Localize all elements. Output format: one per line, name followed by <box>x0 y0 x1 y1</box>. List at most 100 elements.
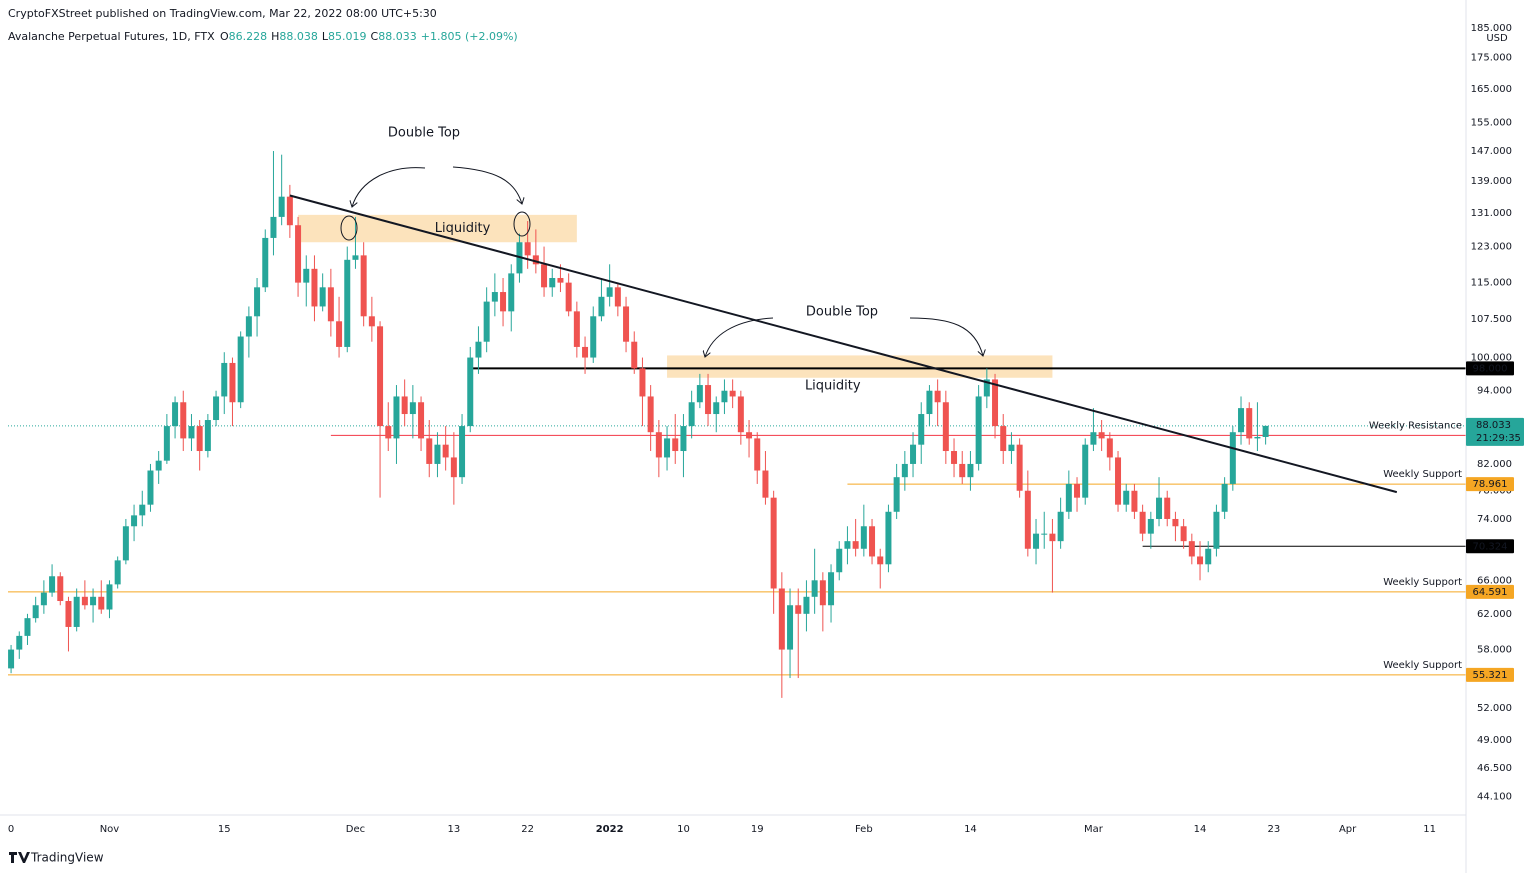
candle-body <box>910 444 917 464</box>
ohlc-value: 88.033 <box>378 30 417 43</box>
level-note: Weekly Support <box>1383 469 1462 480</box>
candle-body <box>147 470 154 505</box>
candle-body <box>229 362 236 403</box>
candle-body <box>696 385 703 403</box>
candle-body <box>1115 457 1122 505</box>
candle-body <box>754 438 761 471</box>
y-tick-label: 52.000 <box>1477 703 1512 714</box>
candle-body <box>1131 490 1138 512</box>
ohlc-value: 86.228 <box>229 30 268 43</box>
candle-body <box>106 584 113 610</box>
candle-body <box>180 402 187 439</box>
level-note: Weekly Resistance <box>1369 420 1462 431</box>
price-tag <box>1466 477 1514 492</box>
candle-body <box>1090 432 1097 445</box>
x-tick-label: 10 <box>677 824 690 835</box>
currency: USD <box>1486 33 1508 44</box>
y-tick-label: 74.000 <box>1477 514 1512 525</box>
candle-body <box>746 432 753 439</box>
candle-body <box>401 396 408 415</box>
price-tag-label: 70.324 <box>1473 541 1508 552</box>
candle-body <box>65 601 72 627</box>
ohlc-key: L <box>322 30 329 43</box>
candle-body <box>721 390 728 403</box>
x-tick-label: 22 <box>521 824 534 835</box>
candle-body <box>1180 526 1187 542</box>
candle-body <box>1205 548 1212 565</box>
price-tag <box>1466 667 1514 682</box>
candle-body <box>442 444 449 458</box>
candle-body <box>573 311 580 347</box>
level-note: Weekly Support <box>1383 577 1462 588</box>
candle-body <box>1074 483 1081 498</box>
candle-body <box>57 576 64 602</box>
y-tick-label: 147.000 <box>1471 146 1512 157</box>
candle-body <box>623 306 630 342</box>
candle-body <box>975 396 982 464</box>
y-tick-label: 175.000 <box>1471 53 1512 64</box>
x-tick-label: Dec <box>346 824 365 835</box>
candle-body <box>918 414 925 445</box>
candle-body <box>262 237 269 288</box>
price-tag <box>1466 417 1524 446</box>
candle-body <box>565 282 572 312</box>
candle-body <box>172 402 179 427</box>
x-tick-label: 11 <box>1423 824 1436 835</box>
candle-body <box>672 438 679 452</box>
candle-body <box>508 273 515 312</box>
axis: 185.000 175.000 165.000 155.000 147.000 139.0… <box>8 23 1524 835</box>
candle-body <box>8 649 15 669</box>
candle-body <box>459 426 466 478</box>
price-tag <box>1466 539 1514 554</box>
candle-body <box>1139 511 1146 534</box>
candle-body <box>893 477 900 512</box>
zone-label: Liquidity <box>435 221 491 236</box>
candle-body <box>1057 511 1064 542</box>
candle-body <box>81 596 88 606</box>
x-tick-label: 0 <box>8 824 14 835</box>
y-tick-label: 115.000 <box>1471 278 1512 289</box>
candle-body <box>1024 490 1031 549</box>
y-tick-label: 94.000 <box>1477 386 1512 397</box>
ohlc-key: O <box>220 30 229 43</box>
candle-body <box>614 287 621 307</box>
candle-body <box>360 255 367 317</box>
change: +1.805 (+2.09%) <box>421 30 518 43</box>
candle-body <box>1172 518 1179 527</box>
candle-body <box>254 287 261 317</box>
candle-body <box>122 526 129 561</box>
candle-body <box>1246 408 1253 439</box>
candle-body <box>24 618 31 636</box>
candle-body <box>1188 541 1195 557</box>
x-tick-label: 19 <box>751 824 764 835</box>
candle-body <box>1000 426 1007 452</box>
candle-body <box>196 426 203 452</box>
candle-body <box>770 497 777 589</box>
x-tick-label: Nov <box>100 824 120 835</box>
candle-body <box>131 515 138 527</box>
candle-body <box>1106 438 1113 458</box>
candle-body <box>549 277 556 288</box>
candle-body <box>237 336 244 403</box>
candle-body <box>606 287 613 297</box>
candle-body <box>204 420 211 452</box>
candle-body <box>188 426 195 439</box>
candle-body <box>639 368 646 397</box>
candle-body <box>1147 518 1154 534</box>
y-tick-label: 139.000 <box>1471 176 1512 187</box>
candle-body <box>926 390 933 415</box>
y-tick-label: 49.000 <box>1477 735 1512 746</box>
candle-body <box>155 460 162 471</box>
price-tag <box>1466 361 1514 376</box>
candle-body <box>828 572 835 606</box>
highlight <box>340 215 358 241</box>
candle-body <box>1098 432 1105 439</box>
x-tick-label: 23 <box>1267 824 1280 835</box>
y-tick-label: 165.000 <box>1471 84 1512 95</box>
candle-body <box>1033 533 1040 549</box>
candle-body <box>1016 444 1023 491</box>
candle-body <box>713 402 720 415</box>
candle-body <box>778 588 785 650</box>
candle-body <box>385 426 392 439</box>
